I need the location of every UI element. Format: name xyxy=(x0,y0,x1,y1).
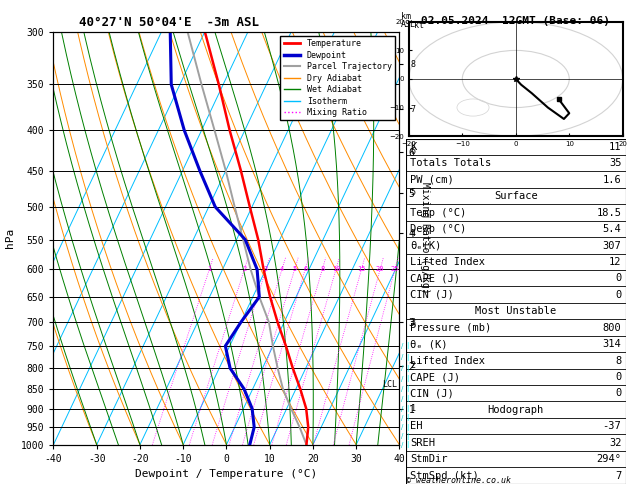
Text: 0: 0 xyxy=(615,290,621,300)
Text: 307: 307 xyxy=(603,241,621,251)
X-axis label: Dewpoint / Temperature (°C): Dewpoint / Temperature (°C) xyxy=(135,469,318,479)
Text: 15: 15 xyxy=(357,266,365,273)
Text: 0: 0 xyxy=(615,372,621,382)
Text: 12: 12 xyxy=(609,257,621,267)
Text: 18.5: 18.5 xyxy=(596,208,621,218)
Text: /: / xyxy=(401,433,404,439)
Text: |: | xyxy=(406,396,408,402)
Text: /: / xyxy=(401,343,404,349)
Text: CIN (J): CIN (J) xyxy=(410,388,454,399)
Text: |: | xyxy=(406,385,408,392)
Text: |: | xyxy=(406,433,408,439)
Text: LCL: LCL xyxy=(382,381,398,389)
Text: θₑ (K): θₑ (K) xyxy=(410,339,448,349)
Text: 02.05.2024  12GMT (Base: 06): 02.05.2024 12GMT (Base: 06) xyxy=(421,16,610,26)
Legend: Temperature, Dewpoint, Parcel Trajectory, Dry Adiabat, Wet Adiabat, Isotherm, Mi: Temperature, Dewpoint, Parcel Trajectory… xyxy=(281,36,395,121)
Text: CIN (J): CIN (J) xyxy=(410,290,454,300)
Text: 2: 2 xyxy=(411,362,416,370)
Text: θₑ(K): θₑ(K) xyxy=(410,241,442,251)
Text: 5: 5 xyxy=(292,266,297,273)
Text: /: / xyxy=(401,386,404,392)
Text: StmDir: StmDir xyxy=(410,454,448,464)
Text: Totals Totals: Totals Totals xyxy=(410,158,491,168)
Text: /: / xyxy=(401,415,404,421)
Text: |: | xyxy=(406,415,408,421)
Text: Hodograph: Hodograph xyxy=(487,405,544,415)
Text: |: | xyxy=(406,343,408,349)
Text: |: | xyxy=(406,364,408,372)
Text: /: / xyxy=(401,424,404,430)
Text: 35: 35 xyxy=(609,158,621,168)
Text: Surface: Surface xyxy=(494,191,538,201)
Text: Lifted Index: Lifted Index xyxy=(410,356,485,365)
Text: PW (cm): PW (cm) xyxy=(410,175,454,185)
Text: Temp (°C): Temp (°C) xyxy=(410,208,466,218)
Text: 4: 4 xyxy=(411,229,416,238)
Text: /: / xyxy=(401,365,404,371)
Text: 25: 25 xyxy=(391,266,399,273)
Text: /: / xyxy=(401,396,404,402)
Text: 8: 8 xyxy=(615,356,621,365)
Text: km
ASL: km ASL xyxy=(401,12,416,29)
Y-axis label: Mixing Ratio (g/kg): Mixing Ratio (g/kg) xyxy=(420,182,430,294)
Text: 10: 10 xyxy=(331,266,340,273)
Text: 7: 7 xyxy=(411,104,416,114)
Text: 20: 20 xyxy=(376,266,384,273)
Text: Pressure (mb): Pressure (mb) xyxy=(410,323,491,333)
Text: CAPE (J): CAPE (J) xyxy=(410,372,460,382)
Text: 40°27'N 50°04'E  -3m ASL: 40°27'N 50°04'E -3m ASL xyxy=(79,16,259,29)
Text: 6: 6 xyxy=(411,147,416,156)
Text: /: / xyxy=(401,376,404,382)
Text: kt: kt xyxy=(414,20,424,30)
Text: /: / xyxy=(401,405,404,412)
Text: |: | xyxy=(406,405,408,412)
Text: 7: 7 xyxy=(615,470,621,481)
Text: 1: 1 xyxy=(411,404,416,413)
Text: Most Unstable: Most Unstable xyxy=(475,306,557,316)
Text: 0: 0 xyxy=(615,274,621,283)
Text: 8: 8 xyxy=(320,266,325,273)
Y-axis label: hPa: hPa xyxy=(6,228,15,248)
Text: SREH: SREH xyxy=(410,438,435,448)
Text: -37: -37 xyxy=(603,421,621,431)
Text: StmSpd (kt): StmSpd (kt) xyxy=(410,470,479,481)
Text: 32: 32 xyxy=(609,438,621,448)
Text: 8: 8 xyxy=(411,60,416,69)
Text: 5: 5 xyxy=(411,189,416,197)
Text: Dewp (°C): Dewp (°C) xyxy=(410,224,466,234)
Text: |: | xyxy=(406,354,408,361)
Text: K: K xyxy=(410,142,416,152)
Text: |: | xyxy=(406,441,408,448)
Text: 5.4: 5.4 xyxy=(603,224,621,234)
Text: /: / xyxy=(401,442,404,448)
Text: 11: 11 xyxy=(609,142,621,152)
Text: |: | xyxy=(406,424,408,431)
Text: © weatheronline.co.uk: © weatheronline.co.uk xyxy=(406,476,511,485)
Text: /: / xyxy=(401,354,404,360)
Text: 2: 2 xyxy=(242,266,247,273)
Text: 314: 314 xyxy=(603,339,621,349)
Text: 1: 1 xyxy=(207,266,211,273)
Text: 1.6: 1.6 xyxy=(603,175,621,185)
Text: |: | xyxy=(406,375,408,382)
Text: 6: 6 xyxy=(303,266,308,273)
Text: 4: 4 xyxy=(280,266,284,273)
Text: 800: 800 xyxy=(603,323,621,333)
Text: CAPE (J): CAPE (J) xyxy=(410,274,460,283)
Text: 3: 3 xyxy=(264,266,268,273)
Text: Lifted Index: Lifted Index xyxy=(410,257,485,267)
Text: 294°: 294° xyxy=(596,454,621,464)
Text: 3: 3 xyxy=(411,318,416,327)
Text: EH: EH xyxy=(410,421,423,431)
Text: 0: 0 xyxy=(615,388,621,399)
